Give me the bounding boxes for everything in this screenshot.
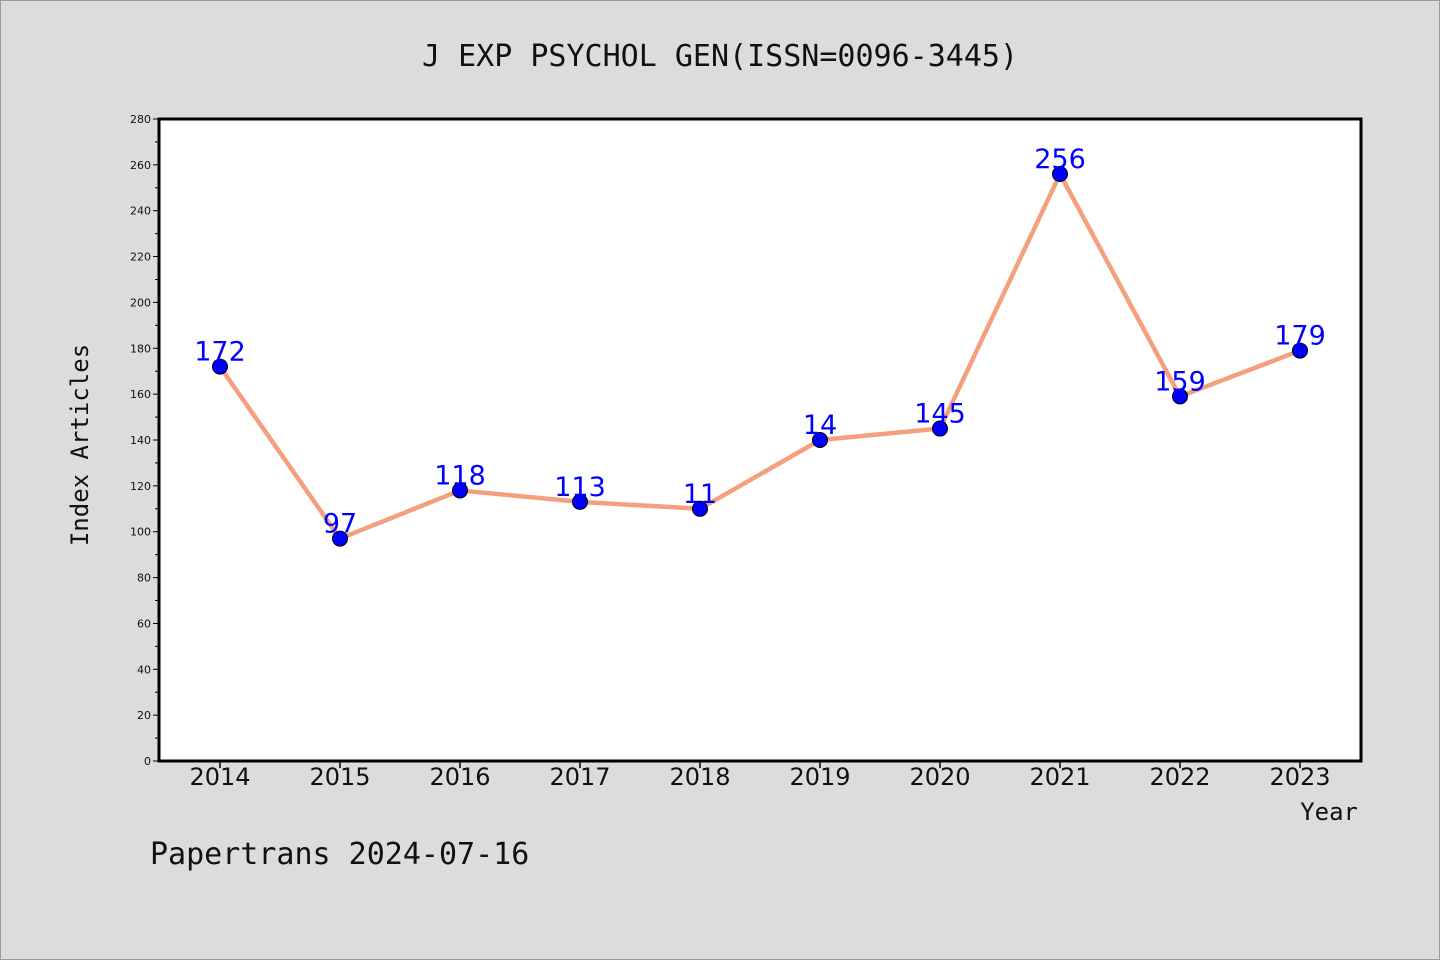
x-tick-label: 2022 [1149, 763, 1210, 791]
y-tick-label: 60 [137, 617, 151, 630]
x-tick-label: 2020 [909, 763, 970, 791]
y-tick-label: 240 [130, 205, 151, 218]
x-tick-label: 2019 [789, 763, 850, 791]
data-point [1172, 388, 1188, 405]
data-label: 172 [194, 337, 246, 368]
y-tick-label: 260 [130, 159, 151, 172]
x-axis: 2014 2015 2016 2017 2018 2019 2020 2021 2022 2023 [189, 761, 1331, 791]
y-tick-label: 140 [130, 434, 151, 447]
data-label: 159 [1154, 366, 1206, 397]
series-articles: 172 97 118 113 11 14 145 256 159 179 [194, 144, 1326, 547]
x-tick-label: 2014 [189, 763, 250, 791]
data-label: 14 [803, 410, 837, 441]
data-point [932, 420, 948, 437]
y-tick-label: 220 [130, 251, 151, 264]
series-line [218, 171, 1301, 541]
x-tick-label: 2021 [1029, 763, 1090, 791]
data-point [692, 500, 708, 517]
data-point [212, 358, 228, 375]
data-point [1292, 342, 1308, 359]
data-label: 179 [1274, 321, 1326, 352]
x-tick-label: 2017 [549, 763, 610, 791]
footer-watermark: Papertrans 2024-07-16 [150, 837, 529, 872]
data-label: 118 [434, 460, 486, 491]
y-tick-label: 80 [137, 572, 151, 585]
data-point [452, 482, 468, 499]
y-tick-label: 0 [144, 755, 151, 768]
data-point [572, 493, 588, 510]
y-tick-label: 160 [130, 388, 151, 401]
y-axis-label: Index Articles [66, 344, 94, 546]
x-axis-label: Year [1300, 798, 1358, 826]
data-label: 256 [1034, 144, 1086, 175]
x-tick-label: 2018 [669, 763, 730, 791]
plot-area [157, 117, 1363, 763]
data-point [812, 432, 828, 448]
data-label: 113 [554, 472, 606, 503]
y-tick-label: 180 [130, 342, 151, 355]
chart-title: J EXP PSYCHOL GEN(ISSN=0096-3445) [422, 39, 1018, 74]
y-tick-label: 20 [137, 709, 151, 722]
data-label: 11 [683, 479, 717, 510]
data-point [332, 530, 348, 547]
x-tick-label: 2016 [429, 763, 490, 791]
y-tick-label: 120 [130, 480, 151, 493]
data-label: 97 [323, 509, 357, 540]
data-label: 145 [914, 399, 966, 430]
x-tick-label: 2015 [309, 763, 370, 791]
y-tick-label: 280 [130, 113, 151, 126]
data-point [1052, 166, 1068, 183]
y-tick-label: 200 [130, 296, 151, 309]
y-axis: 0 20 40 60 80 100 120 140 160 180 200 220 240 260 280 [130, 113, 159, 768]
x-tick-label: 2023 [1269, 763, 1330, 791]
y-tick-label: 100 [130, 526, 151, 539]
y-tick-label: 40 [137, 663, 151, 676]
